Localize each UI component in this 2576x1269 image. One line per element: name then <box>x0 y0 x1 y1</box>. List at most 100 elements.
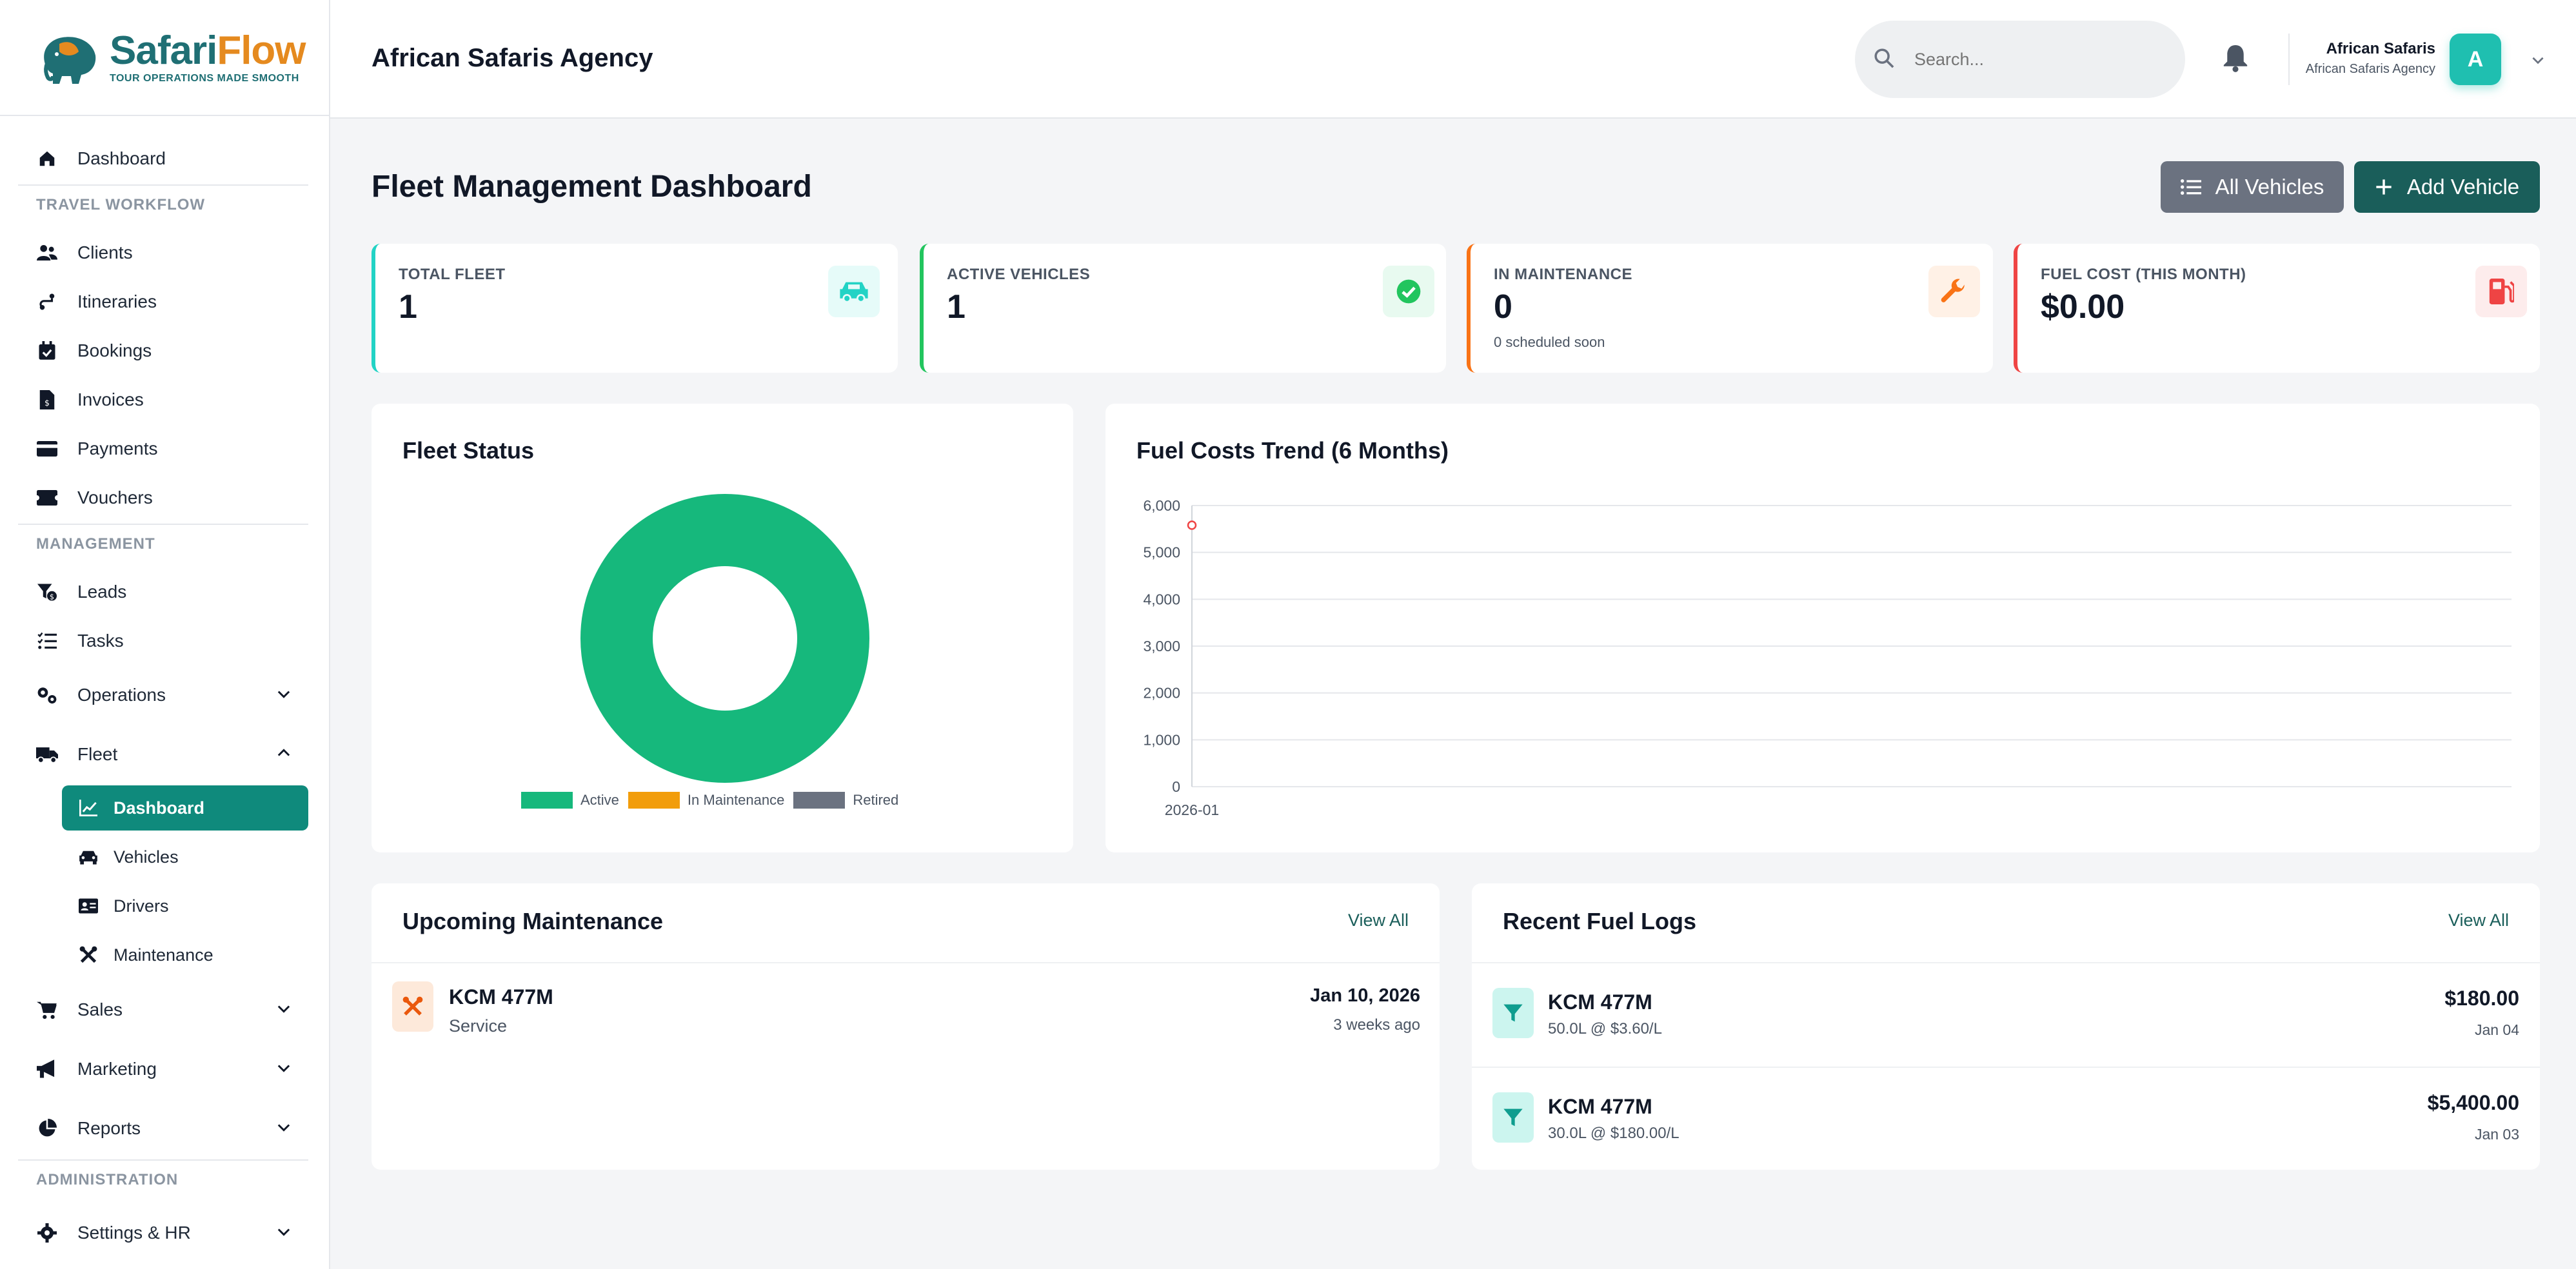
fuel-detail: 50.0L @ $3.60/L <box>1548 1020 1662 1038</box>
legend-label: Active <box>580 792 619 808</box>
y-tick-label: 3,000 <box>1143 638 1180 654</box>
section-travel-workflow: TRAVEL WORKFLOW <box>36 196 206 213</box>
chevron-down-icon <box>275 1118 293 1141</box>
fleet-sub-maintenance[interactable]: Maintenance <box>62 932 308 978</box>
fuel-trend-panel: Fuel Costs Trend (6 Months) 0 1,000 2,000 3… <box>1105 404 2540 852</box>
chevron-down-icon <box>275 685 293 707</box>
search-input[interactable] <box>1914 49 2159 70</box>
legend-swatch <box>793 792 846 809</box>
sidebar-item-label: Dashboard <box>114 798 205 818</box>
elephant-logo-icon <box>44 37 96 84</box>
y-tick-label: 6,000 <box>1143 497 1180 514</box>
donut-slice-active[interactable] <box>580 494 869 783</box>
plus-icon <box>2375 178 2393 196</box>
x-tick-label: 2026-01 <box>1165 802 1219 818</box>
sidebar-item-invoices[interactable]: $ Invoices <box>36 380 307 419</box>
chevron-down-icon <box>275 999 293 1022</box>
legend-label: Retired <box>853 792 899 808</box>
sidebar-item-itineraries[interactable]: Itineraries <box>36 282 307 321</box>
sidebar-item-label: Marketing <box>77 1059 157 1079</box>
sidebar-item-label: Settings & HR <box>77 1223 191 1243</box>
maintenance-type: Service <box>449 1016 508 1036</box>
sidebar-item-label: Bookings <box>77 340 152 360</box>
megaphone-icon <box>36 1058 58 1080</box>
fleet-status-donut-chart <box>580 494 869 783</box>
legend-item-active[interactable]: Active <box>521 792 619 809</box>
sidebar-item-label: Payments <box>77 438 158 458</box>
sidebar-item-bookings[interactable]: Bookings <box>36 331 307 370</box>
maintenance-relative-time: 3 weeks ago <box>1333 1016 1420 1034</box>
all-vehicles-button[interactable]: All Vehicles <box>2161 161 2344 213</box>
legend-item-retired[interactable]: Retired <box>793 792 898 809</box>
route-icon <box>36 291 58 313</box>
chevron-down-icon[interactable] <box>2530 52 2546 72</box>
sidebar-item-operations[interactable]: Operations <box>36 676 307 714</box>
sidebar-item-reports[interactable]: Reports <box>36 1109 307 1148</box>
divider <box>1472 1067 2540 1068</box>
panel-title: Fuel Costs Trend (6 Months) <box>1136 437 1449 464</box>
divider <box>1472 962 2540 963</box>
user-name[interactable]: African Safaris <box>2326 40 2435 57</box>
sidebar-item-vouchers[interactable]: Vouchers <box>36 478 307 517</box>
y-tick-label: 2,000 <box>1143 685 1180 702</box>
bell-icon[interactable] <box>2223 44 2248 75</box>
sidebar-item-label: Leads <box>77 582 127 602</box>
sidebar-item-leads[interactable]: $ Leads <box>36 573 307 611</box>
stat-card-total-fleet: TOTAL FLEET 1 <box>372 244 898 373</box>
maintenance-date: Jan 10, 2026 <box>1310 985 1420 1006</box>
stat-card-active-vehicles: ACTIVE VEHICLES 1 <box>920 244 1446 373</box>
stat-label: TOTAL FLEET <box>399 266 506 283</box>
fleet-sub-vehicles[interactable]: Vehicles <box>62 834 308 880</box>
sidebar-item-payments[interactable]: Payments <box>36 429 307 468</box>
sidebar-item-label: Vouchers <box>77 487 153 507</box>
view-all-fuel-logs-link[interactable]: View All <box>2448 910 2509 930</box>
search-box[interactable] <box>1855 21 2185 98</box>
fleet-sub-dashboard[interactable]: Dashboard <box>62 785 308 831</box>
divider <box>18 184 308 186</box>
legend-swatch <box>628 792 680 809</box>
sidebar-item-label: Tasks <box>77 631 124 651</box>
filter-icon <box>1492 988 1534 1038</box>
logo[interactable]: SafariFlow TOUR OPERATIONS MADE SMOOTH <box>0 0 329 116</box>
screwdriver-wrench-icon <box>79 945 98 965</box>
sidebar-item-clients[interactable]: Clients <box>36 233 307 272</box>
button-label: All Vehicles <box>2215 175 2324 199</box>
sidebar-item-dashboard[interactable]: Dashboard <box>36 139 307 178</box>
sidebar-item-tasks[interactable]: Tasks <box>36 622 307 660</box>
stat-value: 1 <box>947 288 966 326</box>
stat-value: 1 <box>399 288 417 326</box>
brand-name-part1: Safari <box>110 28 217 73</box>
avatar[interactable]: A <box>2450 34 2501 85</box>
page-title: Fleet Management Dashboard <box>372 170 812 204</box>
sidebar-item-label: Fleet <box>77 744 118 764</box>
sidebar-item-sales[interactable]: Sales <box>36 990 307 1029</box>
data-point[interactable] <box>1187 520 1197 530</box>
svg-text:$: $ <box>45 398 50 408</box>
fuel-pump-icon <box>2475 266 2527 317</box>
add-vehicle-button[interactable]: Add Vehicle <box>2354 161 2540 213</box>
upcoming-maintenance-panel: Upcoming Maintenance View All KCM 477M S… <box>372 883 1440 1170</box>
stat-label: ACTIVE VEHICLES <box>947 266 1091 283</box>
fuel-costs-line-chart: 0 1,000 2,000 3,000 4,000 5,000 6,000 2026-01 <box>1143 497 2512 818</box>
sidebar: SafariFlow TOUR OPERATIONS MADE SMOOTH D… <box>0 0 330 1269</box>
recent-fuel-logs-panel: Recent Fuel Logs View All KCM 477M 50.0L… <box>1472 883 2540 1170</box>
stat-sub: 0 scheduled soon <box>1494 334 1605 350</box>
fuel-date: Jan 04 <box>2474 1021 2519 1038</box>
view-all-maintenance-link[interactable]: View All <box>1347 910 1409 930</box>
list-check-icon <box>36 630 58 652</box>
section-management: MANAGEMENT <box>36 535 155 553</box>
check-circle-icon <box>1383 266 1434 317</box>
stat-value: $0.00 <box>2041 288 2125 326</box>
stat-card-fuel-cost: FUEL COST (THIS MONTH) $0.00 <box>2014 244 2540 373</box>
button-label: Add Vehicle <box>2406 175 2520 199</box>
agency-title: African Safaris Agency <box>372 44 653 72</box>
fleet-sub-drivers[interactable]: Drivers <box>62 883 308 929</box>
legend-item-in-maintenance[interactable]: In Maintenance <box>628 792 784 809</box>
wrench-icon <box>1928 266 1980 317</box>
sidebar-item-marketing[interactable]: Marketing <box>36 1050 307 1088</box>
sidebar-item-fleet[interactable]: Fleet <box>36 735 307 774</box>
stat-value: 0 <box>1494 288 1512 326</box>
fleet-status-panel: Fleet Status Active In Maintenance Retir… <box>372 404 1073 852</box>
sidebar-item-settings[interactable]: Settings & HR <box>36 1214 307 1252</box>
divider <box>18 1159 308 1161</box>
